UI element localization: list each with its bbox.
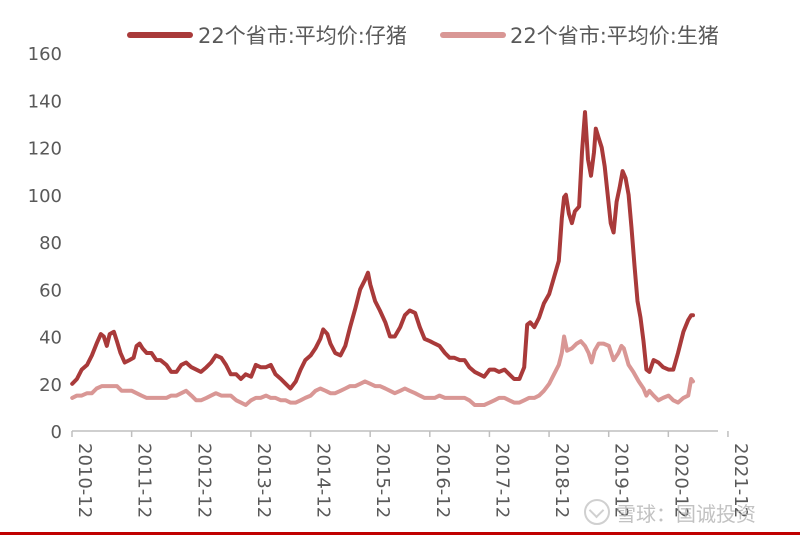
x-tick-label: 2020-12: [670, 443, 691, 518]
x-axis-tick-labels: 2010-12 2011-12 2012-12 2013-12 2014-12 2015-…: [71, 431, 751, 518]
x-tick-label: 2021-12: [730, 443, 751, 518]
watermark: 雪球：国诚投资: [584, 497, 756, 527]
watermark-text: 雪球：国诚投资: [616, 501, 756, 526]
series-line-live-hog: [70, 334, 695, 407]
y-tick-label: 40: [39, 328, 62, 349]
y-tick-label: 160: [28, 44, 62, 65]
y-axis-tick-labels: 0 20 40 60 80 100 120 140 160: [28, 44, 62, 443]
x-tick-label: 2014-12: [313, 443, 334, 518]
legend: 22个省市:平均价:仔猪 22个省市:平均价:生猪: [127, 24, 719, 48]
x-tick-label: 2013-12: [253, 443, 274, 518]
bottom-rule: [0, 532, 800, 535]
y-tick-label: 120: [28, 139, 62, 160]
x-tick-label: 2018-12: [551, 443, 572, 518]
legend-label-piglet: 22个省市:平均价:仔猪: [198, 24, 407, 48]
legend-label-live-hog: 22个省市:平均价:生猪: [510, 24, 719, 48]
x-tick-label: 2012-12: [193, 443, 214, 518]
y-tick-label: 60: [39, 280, 62, 301]
snowball-logo-icon: [584, 499, 610, 525]
series-line-piglet: [70, 110, 695, 391]
x-tick-label: 2016-12: [432, 443, 453, 518]
y-tick-label: 140: [28, 91, 62, 112]
x-tick-label: 2019-12: [611, 443, 632, 518]
series-layer: [70, 110, 695, 407]
x-tick-label: 2010-12: [74, 443, 95, 518]
y-tick-label: 0: [51, 422, 62, 443]
y-tick-label: 20: [39, 375, 62, 396]
y-tick-label: 80: [39, 233, 62, 254]
x-tick-label: 2017-12: [491, 443, 512, 518]
x-tick-label: 2015-12: [372, 443, 393, 518]
y-tick-label: 100: [28, 186, 62, 207]
x-tick-label: 2011-12: [134, 443, 155, 518]
